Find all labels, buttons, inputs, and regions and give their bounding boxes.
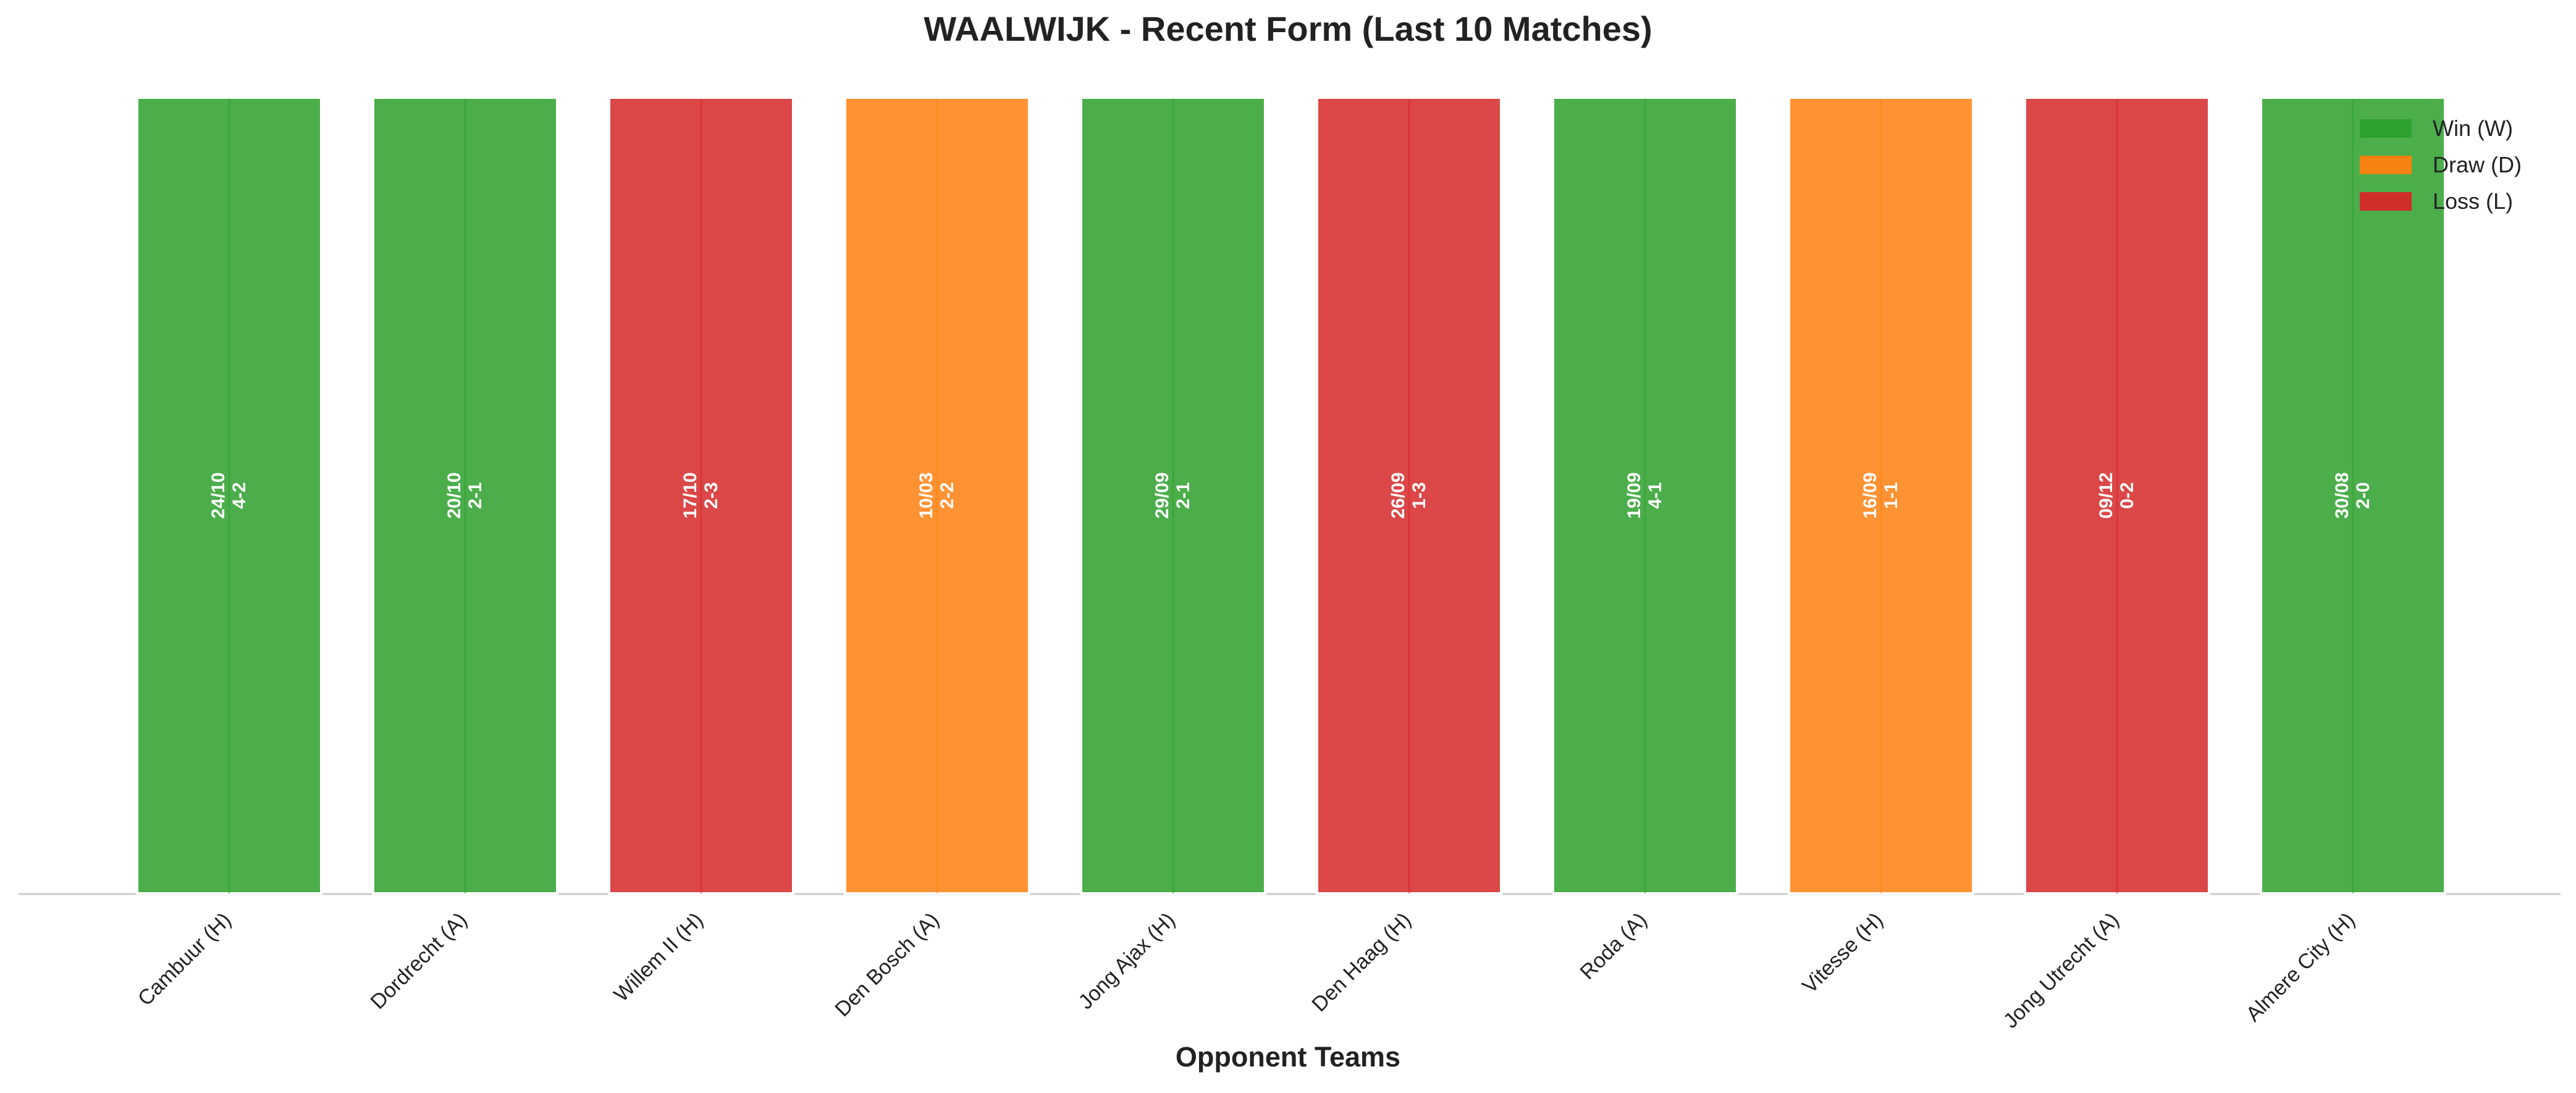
bar-score-label: 0-2 bbox=[2117, 482, 2137, 509]
legend-label-l: Loss (L) bbox=[2433, 188, 2513, 214]
bar-label-3: 17/102-3 bbox=[680, 472, 722, 518]
bar-score-label: 2-2 bbox=[937, 482, 958, 509]
bar-score-label: 2-0 bbox=[2353, 482, 2373, 509]
bar-label-7: 19/094-1 bbox=[1624, 472, 1665, 518]
legend-swatch-w bbox=[2360, 119, 2412, 138]
bar-date-label: 16/09 bbox=[1860, 472, 1880, 518]
x-tick-label-10: Almere City (H) bbox=[2241, 908, 2359, 1026]
bar-score-label: 1-1 bbox=[1881, 482, 1901, 509]
bar-date-label: 30/08 bbox=[2332, 472, 2352, 518]
bar-date-label: 19/09 bbox=[1624, 472, 1644, 518]
bar-label-4: 10/032-2 bbox=[916, 472, 958, 518]
x-tick-label-7: Roda (A) bbox=[1576, 908, 1652, 984]
bar-date-label: 24/10 bbox=[208, 472, 229, 518]
legend-swatch-l bbox=[2360, 192, 2412, 211]
x-tick-label-9: Jong Utrecht (A) bbox=[1999, 908, 2124, 1033]
bar-score-label: 1-3 bbox=[1409, 482, 1429, 509]
x-tick-label-1: Cambuur (H) bbox=[133, 908, 236, 1011]
bar-label-8: 16/091-1 bbox=[1860, 472, 1901, 518]
legend-label-d: Draw (D) bbox=[2433, 152, 2522, 177]
bar-date-label: 26/09 bbox=[1388, 472, 1408, 518]
x-axis-label: Opponent Teams bbox=[1175, 1041, 1401, 1073]
x-tick-label-3: Willem II (H) bbox=[610, 908, 708, 1006]
bar-label-5: 29/092-1 bbox=[1152, 472, 1193, 518]
bar-label-1: 24/104-2 bbox=[208, 472, 250, 518]
bar-date-label: 10/03 bbox=[916, 472, 937, 518]
bar-score-label: 2-1 bbox=[465, 482, 486, 509]
bar-date-label: 09/12 bbox=[2096, 472, 2116, 518]
bar-label-2: 20/102-1 bbox=[444, 472, 486, 518]
x-tick-label-5: Jong Ajax (H) bbox=[1074, 908, 1179, 1014]
legend-swatch-d bbox=[2360, 156, 2412, 174]
x-tick-label-4: Den Bosch (A) bbox=[830, 908, 943, 1021]
bar-score-label: 2-1 bbox=[1173, 482, 1193, 509]
bar-score-label: 4-2 bbox=[229, 482, 250, 509]
bar-date-label: 17/10 bbox=[680, 472, 701, 518]
bar-score-label: 4-1 bbox=[1645, 482, 1665, 509]
bar-label-9: 09/120-2 bbox=[2096, 472, 2137, 518]
bar-date-label: 29/09 bbox=[1152, 472, 1172, 518]
x-tick-label-8: Vitesse (H) bbox=[1798, 908, 1887, 998]
x-tick-label-6: Den Haag (H) bbox=[1307, 908, 1415, 1016]
x-tick-label-2: Dordrecht (A) bbox=[366, 908, 471, 1014]
legend-label-w: Win (W) bbox=[2433, 116, 2513, 141]
bar-date-label: 20/10 bbox=[444, 472, 465, 518]
bar-label-10: 30/082-0 bbox=[2332, 472, 2373, 518]
bar-label-6: 26/091-3 bbox=[1388, 472, 1429, 518]
chart-title: WAALWIJK - Recent Form (Last 10 Matches) bbox=[924, 9, 1652, 48]
bar-score-label: 2-3 bbox=[701, 482, 722, 509]
